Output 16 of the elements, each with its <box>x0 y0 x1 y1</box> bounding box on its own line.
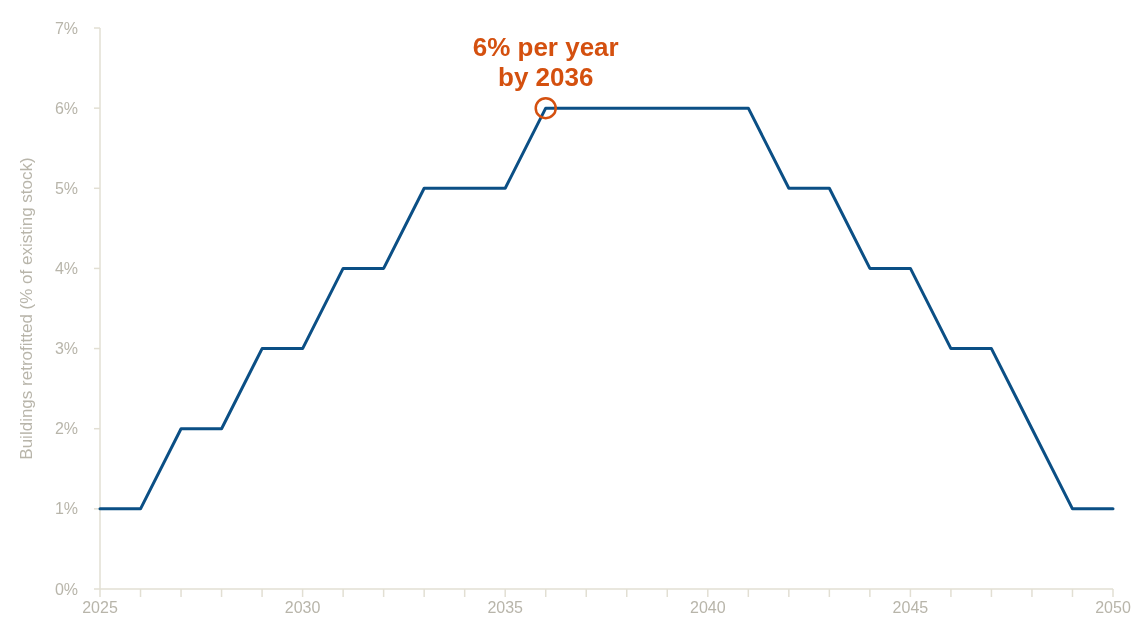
y-axis-title: Buildings retrofitted (% of existing stock) <box>17 157 36 460</box>
x-tick-label: 2050 <box>1095 599 1131 616</box>
y-tick-label: 4% <box>54 260 78 278</box>
x-tick-label: 2040 <box>690 599 726 616</box>
y-tick-label: 3% <box>54 340 78 358</box>
y-tick-label: 7% <box>54 19 78 37</box>
y-tick-label: 0% <box>54 580 78 598</box>
x-tick-label: 2045 <box>892 599 929 616</box>
y-tick-label: 2% <box>54 420 78 438</box>
x-tick-label: 2030 <box>284 599 321 616</box>
y-tick-label: 6% <box>54 99 78 117</box>
y-tick-label: 5% <box>54 179 78 197</box>
x-tick-label: 2025 <box>82 599 118 616</box>
x-tick-label: 2035 <box>487 599 524 616</box>
annotation: 6% per year by 2036 <box>472 32 619 93</box>
y-tick-label: 1% <box>54 500 78 518</box>
